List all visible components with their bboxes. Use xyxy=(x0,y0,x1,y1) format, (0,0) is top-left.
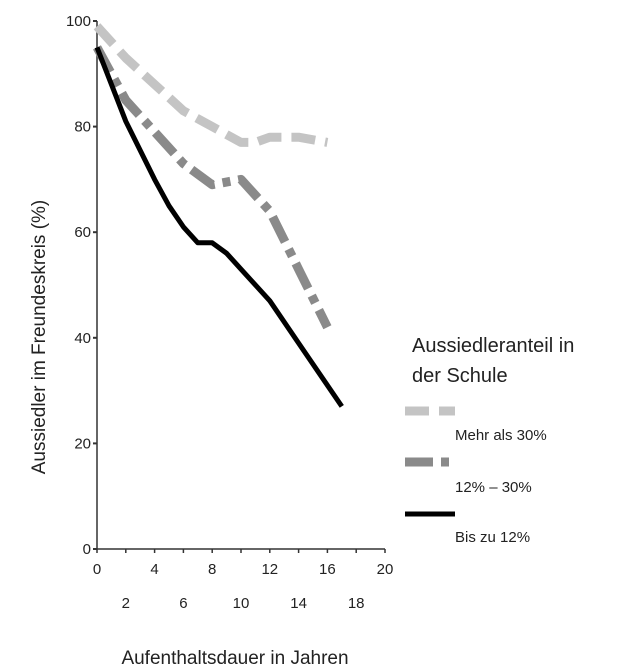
x-tick-label-lower: 14 xyxy=(290,595,307,612)
legend-label-2: 12% – 30% xyxy=(455,479,532,496)
x-tick-label-upper: 8 xyxy=(208,561,216,578)
legend-label-1: Mehr als 30% xyxy=(455,427,547,444)
x-tick-label-upper: 4 xyxy=(150,561,158,578)
series-line-2 xyxy=(93,45,332,330)
x-tick-label-upper: 20 xyxy=(377,561,394,578)
x-axis: 0 4 8 12 16 20 2 6 10 14 18 xyxy=(93,548,394,612)
legend-title-line-2: der Schule xyxy=(412,365,508,387)
x-tick-label-upper: 0 xyxy=(93,561,101,578)
y-tick-label: 80 xyxy=(74,119,91,136)
y-tick-label: 100 xyxy=(66,13,91,30)
x-tick-label-lower: 2 xyxy=(122,595,130,612)
y-tick-label: 60 xyxy=(74,224,91,241)
y-tick-label: 40 xyxy=(74,330,91,347)
x-tick-label-lower: 10 xyxy=(233,595,250,612)
x-tick-label-lower: 18 xyxy=(348,595,365,612)
y-axis-title: Aussiedler im Freundeskreis (%) xyxy=(29,200,50,475)
y-tick-label: 0 xyxy=(83,541,91,558)
x-tick-label-upper: 12 xyxy=(261,561,278,578)
x-tick-label-lower: 6 xyxy=(179,595,187,612)
y-axis: 0 20 40 60 80 100 xyxy=(66,13,98,558)
legend-label-3: Bis zu 12% xyxy=(455,529,530,546)
series-line-1 xyxy=(93,23,329,147)
legend-items: Mehr als 30% 12% – 30% Bis zu 12% xyxy=(405,406,547,546)
y-tick-label: 20 xyxy=(74,435,91,452)
x-tick-label-upper: 16 xyxy=(319,561,336,578)
legend: Aussiedleranteil in der Schule Mehr als … xyxy=(405,335,574,546)
series-line-3 xyxy=(94,46,344,408)
legend-title-line-1: Aussiedleranteil in xyxy=(412,335,574,357)
x-axis-title: Aufenthaltsdauer in Jahren xyxy=(121,648,348,668)
series-lines xyxy=(93,23,344,408)
